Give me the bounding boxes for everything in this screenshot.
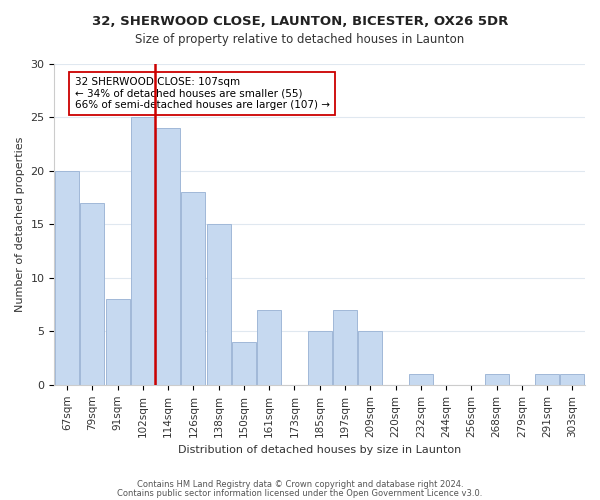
Text: 32, SHERWOOD CLOSE, LAUNTON, BICESTER, OX26 5DR: 32, SHERWOOD CLOSE, LAUNTON, BICESTER, O… bbox=[92, 15, 508, 28]
Text: Contains HM Land Registry data © Crown copyright and database right 2024.: Contains HM Land Registry data © Crown c… bbox=[137, 480, 463, 489]
Bar bbox=[206, 224, 230, 385]
Text: Contains public sector information licensed under the Open Government Licence v3: Contains public sector information licen… bbox=[118, 488, 482, 498]
Bar bbox=[106, 300, 130, 385]
Bar bbox=[358, 332, 382, 385]
Bar bbox=[535, 374, 559, 385]
Y-axis label: Number of detached properties: Number of detached properties bbox=[15, 136, 25, 312]
Bar bbox=[80, 203, 104, 385]
Bar bbox=[55, 171, 79, 385]
Bar bbox=[560, 374, 584, 385]
Bar bbox=[308, 332, 332, 385]
Text: Size of property relative to detached houses in Launton: Size of property relative to detached ho… bbox=[136, 32, 464, 46]
Bar bbox=[257, 310, 281, 385]
Bar bbox=[232, 342, 256, 385]
X-axis label: Distribution of detached houses by size in Launton: Distribution of detached houses by size … bbox=[178, 445, 461, 455]
Bar bbox=[409, 374, 433, 385]
Bar bbox=[131, 118, 155, 385]
Bar bbox=[485, 374, 509, 385]
Bar bbox=[156, 128, 180, 385]
Bar bbox=[181, 192, 205, 385]
Text: 32 SHERWOOD CLOSE: 107sqm
← 34% of detached houses are smaller (55)
66% of semi-: 32 SHERWOOD CLOSE: 107sqm ← 34% of detac… bbox=[74, 77, 329, 110]
Bar bbox=[333, 310, 357, 385]
